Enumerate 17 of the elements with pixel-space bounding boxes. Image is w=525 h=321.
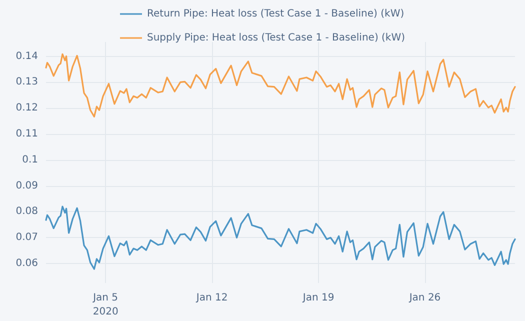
legend-label: Return Pipe: Heat loss (Test Case 1 - Baseline) (kW) (147, 8, 404, 20)
y-tick-label: 0.06 (16, 258, 38, 270)
x-tick-label: Jan 12 (195, 292, 228, 304)
line-series (45, 53, 516, 118)
y-tick-label: 0.07 (16, 232, 38, 244)
y-tick-label: 0.08 (16, 206, 38, 218)
y-tick-label: 0.09 (16, 180, 38, 192)
line-series (45, 206, 516, 270)
y-tick-label: 0.1 (22, 154, 38, 166)
y-tick-label: 0.11 (16, 128, 38, 140)
x-tick-label: Jan 26 (408, 292, 441, 304)
y-tick-label: 0.13 (16, 76, 38, 88)
x-tick-label: Jan 5 2020 (92, 292, 118, 318)
y-tick-label: 0.14 (16, 50, 38, 62)
x-tick-label: Jan 19 (302, 292, 334, 304)
y-tick-label: 0.12 (16, 102, 38, 114)
legend-label: Supply Pipe: Heat loss (Test Case 1 - Baseline) (kW) (147, 32, 406, 44)
